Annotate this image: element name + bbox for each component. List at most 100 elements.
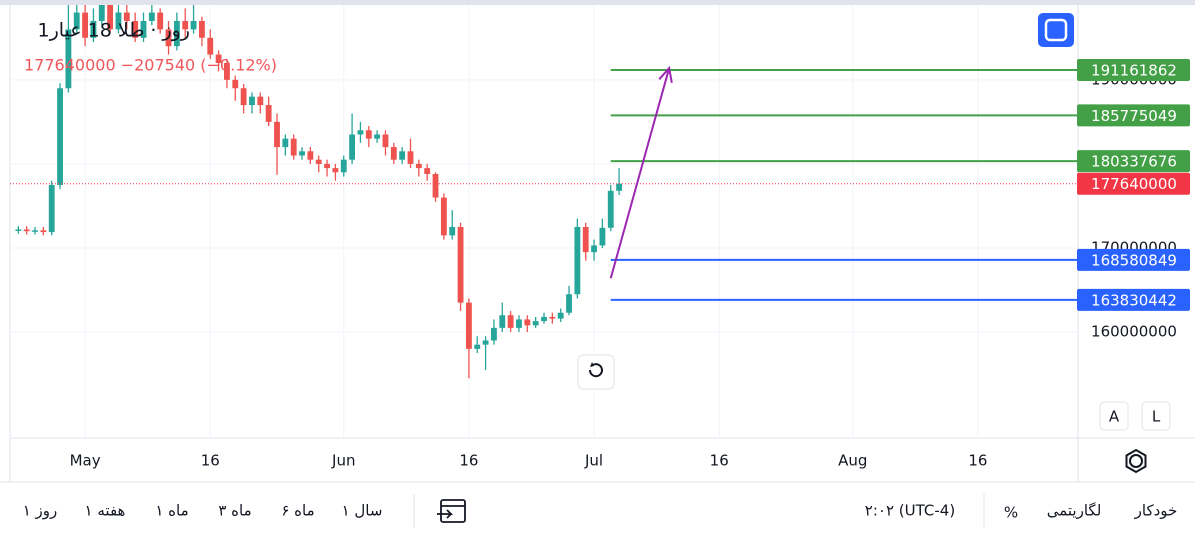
candle-body: [290, 138, 297, 156]
candle-body: [607, 190, 614, 228]
candle-body: [98, 5, 105, 21]
level-tag: [1077, 59, 1190, 82]
candle-body: [541, 316, 547, 322]
candle-body: [374, 134, 381, 139]
x-tick-label: May: [70, 452, 101, 470]
candle-body: [349, 134, 356, 160]
candle-body: [240, 88, 247, 106]
x-tick-label: Aug: [838, 452, 867, 470]
candle-body: [390, 147, 397, 160]
scale-button-a[interactable]: A: [1099, 401, 1129, 431]
candle-body: [123, 12, 130, 21]
candle-body: [15, 229, 22, 231]
level-tag-label: 185775049: [1091, 107, 1177, 125]
candle-body: [307, 151, 314, 160]
candle-body: [516, 319, 522, 328]
candle-body: [40, 230, 47, 233]
percent-toggle[interactable]: %: [1004, 504, 1018, 522]
svg-text:L: L: [1152, 408, 1161, 426]
period-button[interactable]: روز ۱: [23, 502, 58, 520]
candle-body: [324, 163, 330, 169]
arrow-head: [658, 65, 673, 83]
period-button[interactable]: ماه ۶: [281, 502, 314, 520]
auto-toggle[interactable]: خودکار: [1134, 502, 1178, 520]
fullscreen-button[interactable]: [1038, 13, 1074, 47]
candle-body: [107, 5, 114, 30]
candle-body: [173, 20, 180, 47]
candle-body: [165, 29, 172, 47]
level-tag: [1077, 104, 1190, 127]
candle-body: [257, 96, 264, 106]
candle-body: [491, 327, 497, 341]
candle-body: [140, 20, 147, 38]
candle-body: [315, 159, 322, 164]
candle-body: [507, 315, 514, 328]
candle-body: [407, 151, 414, 164]
period-button[interactable]: هفته ۱: [85, 502, 126, 520]
candle-body: [415, 163, 422, 169]
candle-body: [449, 226, 456, 236]
candle-body: [265, 105, 272, 122]
candle-body: [474, 344, 481, 349]
candle-body: [557, 312, 564, 319]
candle-body: [340, 159, 347, 173]
candle-body: [399, 151, 406, 160]
toolbar: روز ۱ هفته ۱ ماه ۱ ماه ۳ ماه ۶ سال ۱ ۲:۰…: [23, 494, 1178, 528]
candle-body: [198, 20, 205, 38]
last-price-tag: [1077, 172, 1190, 195]
level-tag: [1077, 150, 1190, 173]
trend-arrow: [609, 67, 671, 279]
y-tick-label: 160000000: [1091, 323, 1177, 341]
candle-body: [499, 315, 506, 328]
candle-body: [65, 29, 72, 89]
candle-body: [299, 151, 305, 156]
candle-body: [382, 134, 389, 148]
candle-body: [90, 20, 97, 38]
candle-body: [599, 227, 606, 246]
candle-body: [232, 79, 239, 89]
x-tick-label: 16: [459, 452, 478, 470]
top-edge: [0, 0, 1195, 5]
candle-body: [73, 12, 80, 30]
symbol-title: 1روز · طلا 18 عیار: [37, 20, 190, 42]
level-tag-label: 168580849: [1091, 251, 1177, 269]
level-tag: [1077, 288, 1190, 311]
candle-body: [532, 321, 539, 326]
plot: [10, 5, 1078, 379]
candle-body: [132, 20, 139, 38]
candle-body: [549, 316, 556, 319]
timezone[interactable]: ۲:۰۲ (UTC-4): [865, 502, 955, 520]
date-range-button[interactable]: [437, 499, 466, 523]
period-button[interactable]: سال ۱: [342, 502, 383, 520]
candle-body: [582, 226, 589, 253]
x-tick-label: 16: [710, 452, 729, 470]
last-price-tag-label: 177640000: [1091, 175, 1177, 193]
scale-button-l[interactable]: L: [1141, 401, 1171, 431]
svg-text:A: A: [1109, 408, 1120, 426]
candle-body: [32, 230, 38, 232]
candle-body: [465, 302, 472, 349]
candle-body: [274, 121, 280, 148]
candle-body: [566, 294, 572, 313]
candle-body: [148, 12, 155, 21]
reset-button[interactable]: [577, 354, 615, 390]
level-tag-label: 180337676: [1091, 153, 1177, 171]
overlay: 160000000170000000180000000190000000May1…: [70, 59, 1190, 470]
candle-body: [424, 168, 431, 174]
candle-body: [182, 20, 189, 30]
log-toggle[interactable]: لگاریتمی: [1047, 502, 1102, 520]
period-button[interactable]: ماه ۱: [155, 502, 188, 520]
price-change: 177640000 −207540 (−0.12%): [24, 56, 277, 75]
candle-body: [207, 37, 214, 55]
candle-body: [574, 226, 581, 295]
candle-body: [23, 229, 30, 232]
x-tick-label: Jul: [584, 452, 603, 470]
level-tag-label: 191161862: [1091, 62, 1177, 80]
candle-body: [48, 184, 55, 233]
level-tag: [1077, 248, 1190, 271]
settings-button[interactable]: [1125, 448, 1147, 474]
period-button[interactable]: ماه ۳: [218, 502, 251, 520]
candle-body: [482, 340, 489, 345]
candle-body: [57, 88, 63, 185]
x-tick-label: Jun: [331, 452, 355, 470]
